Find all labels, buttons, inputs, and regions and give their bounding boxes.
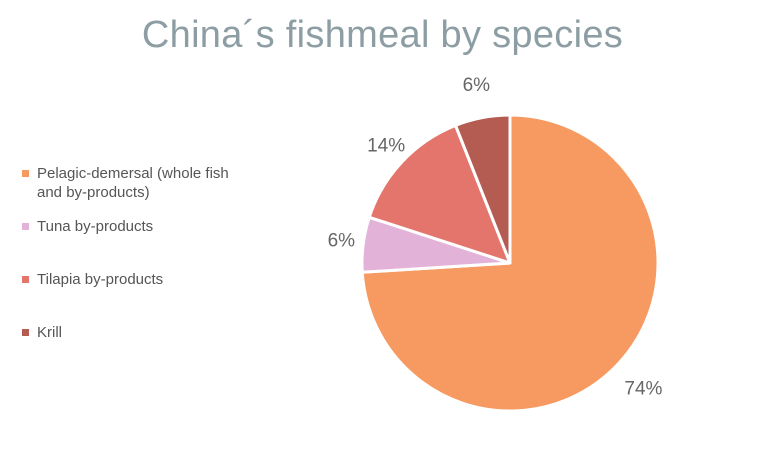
chart-title: China´s fishmeal by species xyxy=(141,14,624,56)
data-label-pelagic-demersal: 74% xyxy=(624,378,662,399)
legend-swatch-pelagic-demersal xyxy=(22,170,29,177)
chart-legend: Pelagic-demersal (whole fish and by-prod… xyxy=(22,0,292,459)
legend-swatch-tuna xyxy=(22,223,29,230)
legend-swatch-krill xyxy=(22,329,29,336)
legend-swatch-tilapia xyxy=(22,276,29,283)
pie-slice-krill xyxy=(454,113,512,265)
legend-label-tuna: Tuna by-products xyxy=(37,218,154,235)
data-label-krill: 6% xyxy=(463,75,491,96)
legend-item-tilapia: Tilapia by-products xyxy=(22,270,267,289)
legend-label-pelagic-demersal: Pelagic-demersal (whole fish and by-prod… xyxy=(37,165,229,201)
data-label-tilapia: 14% xyxy=(367,136,405,157)
legend-label-tilapia: Tilapia by-products xyxy=(37,271,164,288)
legend-item-krill: Krill xyxy=(22,323,267,342)
data-label-tuna: 6% xyxy=(328,231,356,252)
legend-item-pelagic-demersal: Pelagic-demersal (whole fish and by-prod… xyxy=(22,164,267,202)
pie-slice-tilapia xyxy=(367,123,512,265)
legend-label-krill: Krill xyxy=(37,324,62,341)
legend-item-tuna: Tuna by-products xyxy=(22,217,267,236)
